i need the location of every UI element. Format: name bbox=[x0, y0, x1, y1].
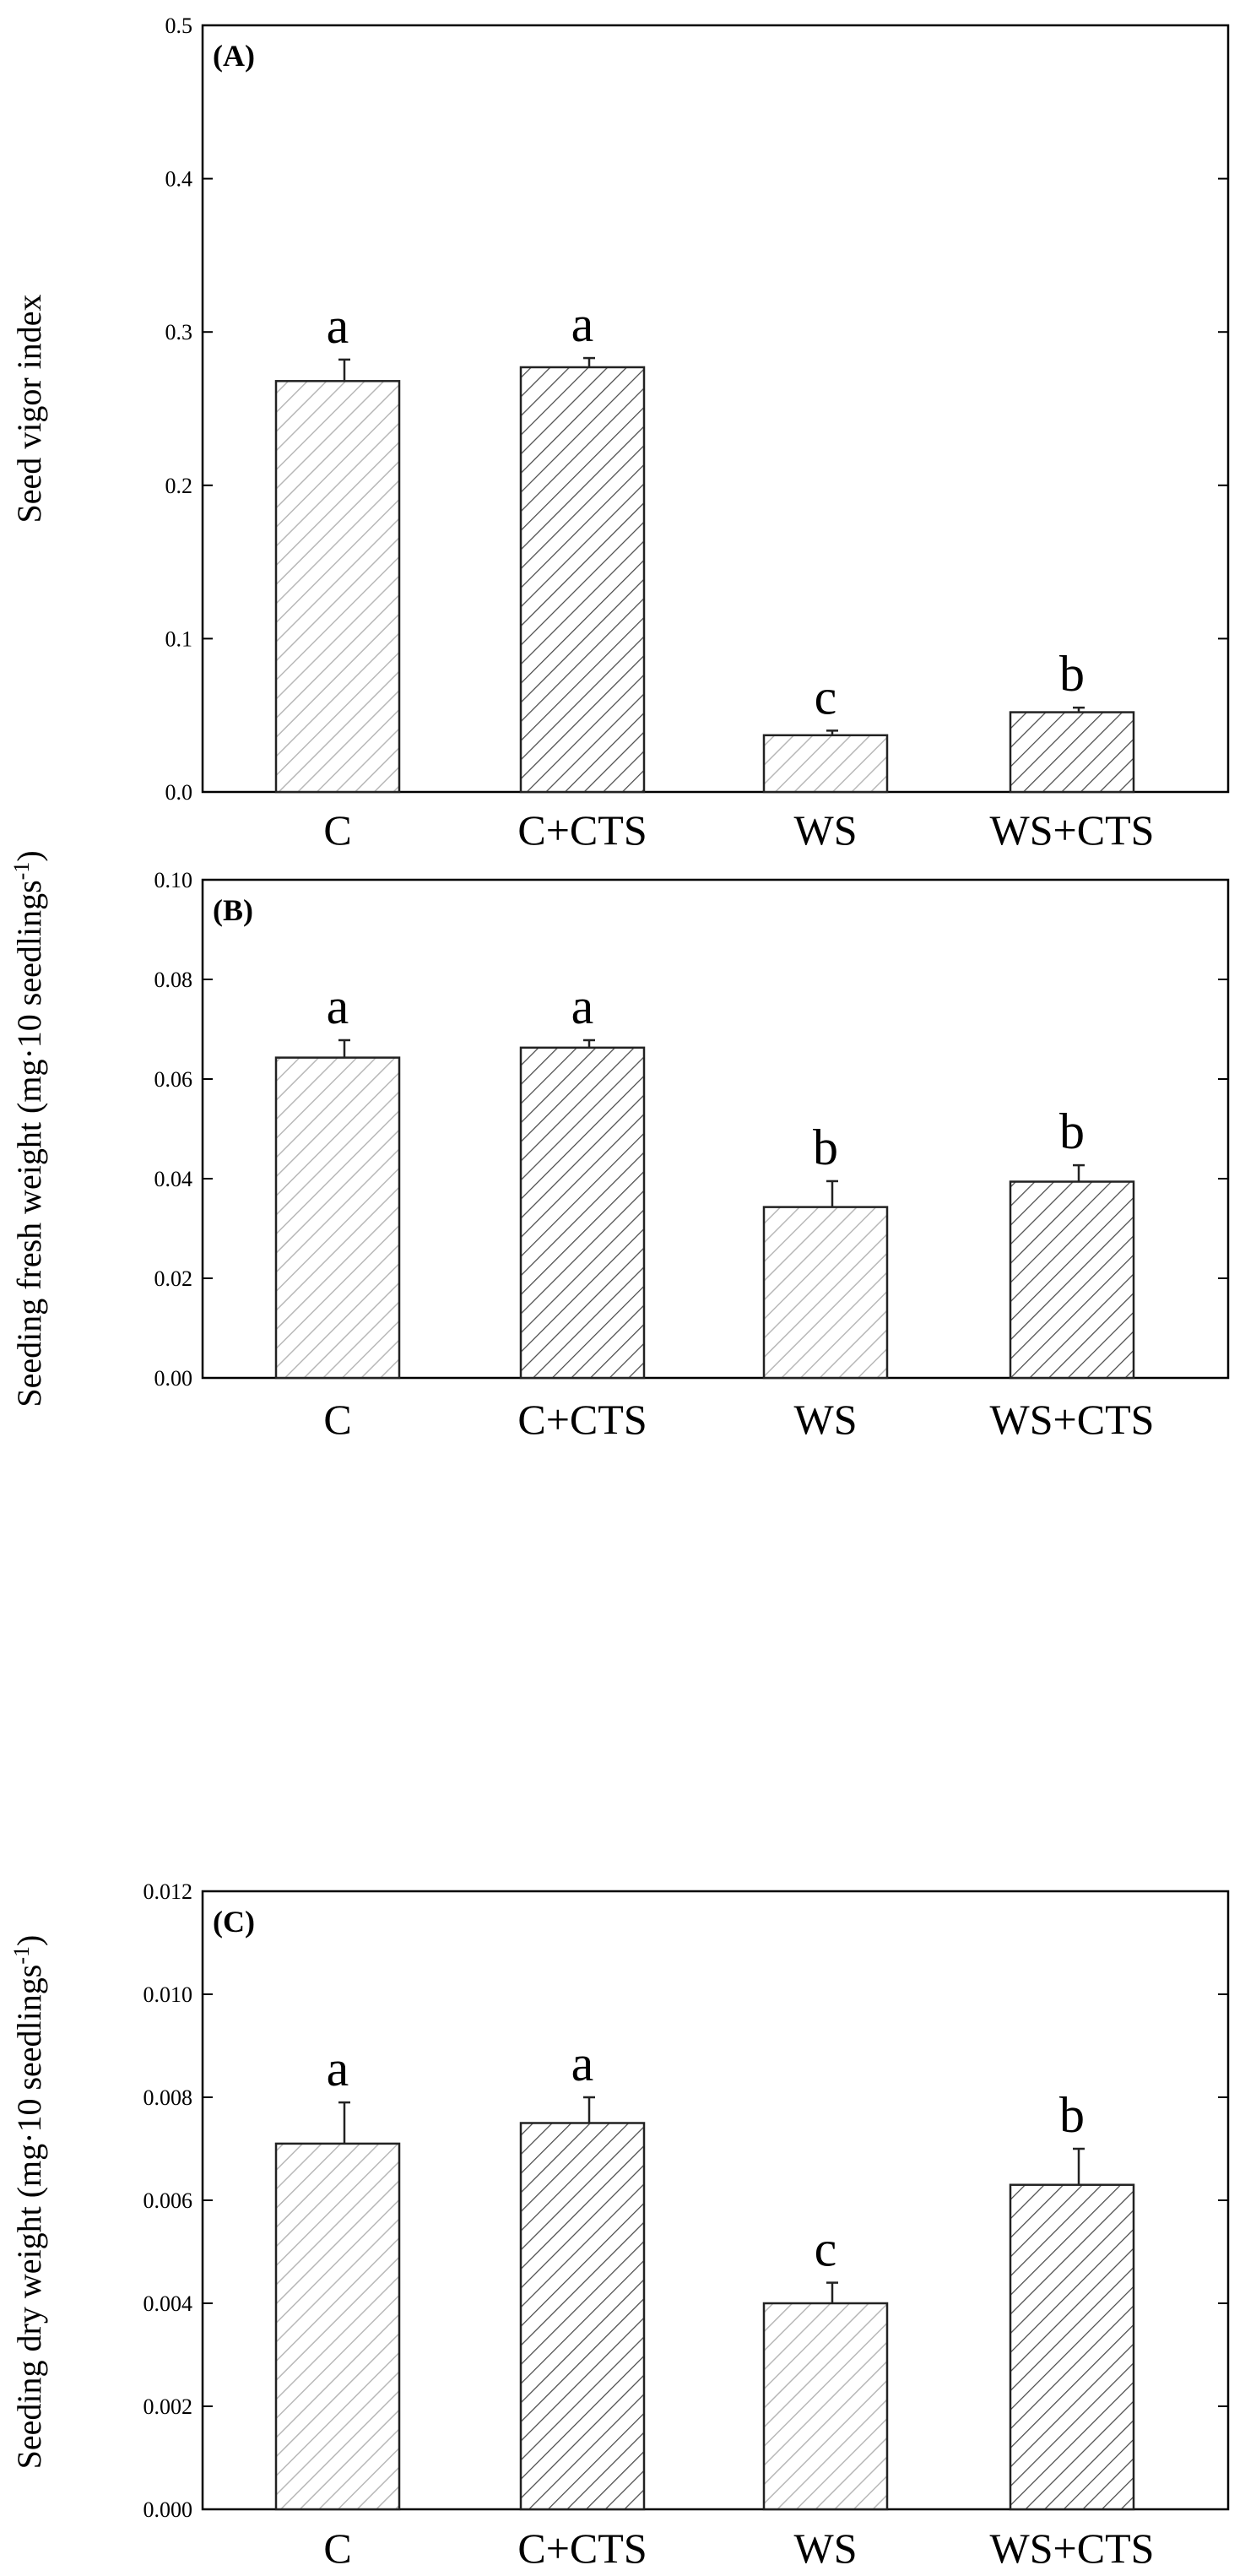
x-category-label: WS+CTS bbox=[990, 2524, 1155, 2572]
bar-WS bbox=[762, 2302, 889, 2511]
significance-letter: a bbox=[327, 979, 349, 1034]
y-tick-label: 0.0 bbox=[165, 780, 193, 805]
bar-C+CTS bbox=[519, 366, 646, 794]
significance-letter: c bbox=[815, 669, 837, 724]
x-category-label: WS bbox=[794, 806, 858, 854]
bar-C bbox=[274, 2142, 401, 2511]
panel-c: 0.000 0.002 0.004 0.006 0.008 0.010 0.012 a Ca C+… bbox=[9, 1879, 1230, 2572]
y-tick-label: 0.2 bbox=[165, 474, 193, 498]
y-tick-label: 0.010 bbox=[143, 1982, 193, 2007]
y-tick-label: 0.002 bbox=[143, 2394, 193, 2419]
significance-letter: b bbox=[1059, 646, 1085, 702]
y-tick-label: 0.3 bbox=[165, 320, 193, 344]
panel-label: (C) bbox=[213, 1905, 255, 1939]
bar-WS+CTS bbox=[1009, 2183, 1135, 2511]
y-tick-label: 0.000 bbox=[143, 2497, 193, 2522]
x-category-label: C+CTS bbox=[517, 1396, 647, 1443]
y-tick-label: 0.00 bbox=[154, 1366, 193, 1391]
significance-letter: a bbox=[571, 979, 594, 1034]
y-tick-label: 0.008 bbox=[143, 2085, 193, 2110]
significance-letter: a bbox=[571, 296, 594, 352]
panel-a: 0.0 0.1 0.2 0.3 0.4 0.5 a Ca C+CTS c WS b WS+CTS (A) S… bbox=[10, 14, 1230, 854]
x-category-label: C+CTS bbox=[517, 806, 647, 854]
x-category-label: WS+CTS bbox=[990, 806, 1155, 854]
x-category-label: WS+CTS bbox=[990, 1396, 1155, 1443]
y-tick-label: 0.006 bbox=[143, 2188, 193, 2213]
y-tick-label: 0.02 bbox=[154, 1266, 193, 1291]
x-category-label: C bbox=[323, 2524, 351, 2572]
y-tick-label: 0.08 bbox=[154, 968, 193, 992]
bar-C bbox=[274, 380, 401, 794]
significance-letter: b bbox=[813, 1120, 838, 1175]
significance-letter: a bbox=[327, 298, 349, 354]
bar-C+CTS bbox=[519, 1046, 646, 1380]
y-tick-label: 0.04 bbox=[154, 1167, 193, 1191]
panel-label: (A) bbox=[213, 39, 255, 73]
x-category-label: C bbox=[323, 806, 351, 854]
significance-letter: b bbox=[1059, 2087, 1085, 2143]
plot-frame bbox=[201, 878, 1230, 1380]
significance-letter: b bbox=[1059, 1104, 1085, 1159]
x-category-label: C+CTS bbox=[517, 2524, 647, 2572]
y-tick-label: 0.06 bbox=[154, 1067, 193, 1092]
significance-letter: a bbox=[571, 2036, 594, 2091]
bar-WS+CTS bbox=[1009, 711, 1135, 794]
x-category-label: WS bbox=[794, 1396, 858, 1443]
bar-WS bbox=[762, 1206, 889, 1380]
y-axis-label: Seeding dry weight (mg·10 seedlings-1) bbox=[9, 1935, 48, 2470]
x-category-label: C bbox=[323, 1396, 351, 1443]
y-tick-label: 0.012 bbox=[143, 1879, 193, 1904]
y-tick-label: 0.4 bbox=[165, 167, 193, 192]
y-tick-label: 0.004 bbox=[143, 2291, 193, 2316]
bar-C+CTS bbox=[519, 2122, 646, 2511]
panel-label: (B) bbox=[213, 893, 253, 927]
plot-frame bbox=[201, 24, 1230, 794]
y-axis-label: Seed vigor index bbox=[10, 294, 48, 523]
significance-letter: c bbox=[815, 2221, 837, 2277]
bar-WS+CTS bbox=[1009, 1180, 1135, 1380]
bar-C bbox=[274, 1056, 401, 1380]
panel-b: 0.00 0.02 0.04 0.06 0.08 0.10 a Ca C+CTS b WS b WS+C… bbox=[9, 850, 1230, 1443]
significance-letter: a bbox=[327, 2041, 349, 2096]
x-category-label: WS bbox=[794, 2524, 858, 2572]
y-tick-label: 0.5 bbox=[165, 14, 193, 38]
bar-WS bbox=[762, 734, 889, 794]
y-axis-label: Seeding fresh weight (mg·10 seedlings-1) bbox=[9, 850, 48, 1407]
y-tick-label: 0.1 bbox=[165, 626, 193, 651]
y-tick-label: 0.10 bbox=[154, 868, 193, 892]
